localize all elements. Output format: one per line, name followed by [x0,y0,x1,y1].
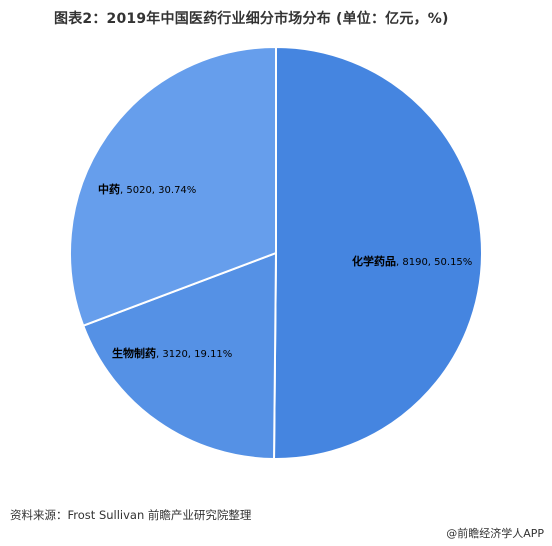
slice-label-name: 化学药品 [352,254,396,268]
slice-label: 中药, 5020, 30.74% [98,182,196,196]
slice-label-name: 中药 [98,182,120,196]
attribution: @前瞻经济学人APP [446,527,544,540]
chart-title: 图表2：2019年中国医药行业细分市场分布 (单位：亿元，%) [54,11,449,27]
slice-label-value: , 3120, 19.11% [156,349,232,360]
slice-label-name: 生物制药 [112,346,156,360]
slice-label-value: , 8190, 50.15% [396,257,472,268]
pie-slice [69,45,277,327]
slice-label: 化学药品, 8190, 50.15% [352,254,472,268]
pie-slice [81,251,278,461]
slice-label-value: , 5020, 30.74% [120,185,196,196]
slice-label: 生物制药, 3120, 19.11% [112,346,232,360]
source-note: 资料来源：Frost Sullivan 前瞻产业研究院整理 [10,508,252,522]
pie-slice [273,45,483,460]
